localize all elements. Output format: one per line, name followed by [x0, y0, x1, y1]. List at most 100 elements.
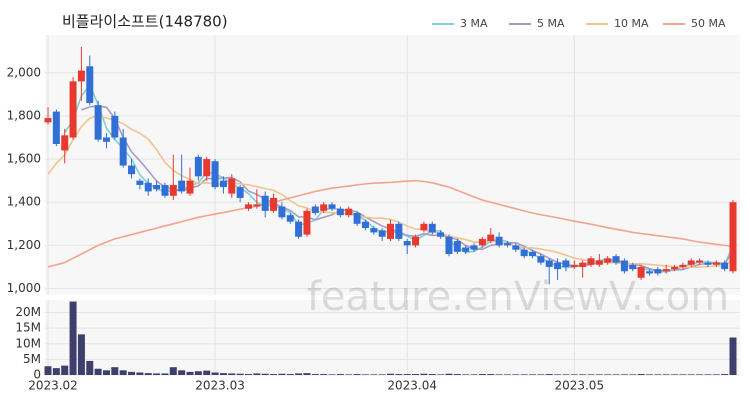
volume-tick-label: 0 — [33, 368, 41, 382]
candle-body — [428, 223, 436, 233]
volume-bar — [169, 367, 177, 375]
volume-bar — [236, 373, 244, 375]
volume-bar — [620, 374, 628, 375]
volume-bar — [136, 372, 144, 375]
candle-body — [729, 202, 737, 272]
volume-bar — [529, 374, 537, 375]
candle-body — [445, 236, 453, 255]
candle-body — [261, 195, 269, 211]
volume-bar — [119, 370, 127, 375]
candle-body — [495, 236, 503, 246]
candle-body — [86, 66, 94, 103]
volume-bar — [412, 374, 420, 375]
volume-bar — [654, 374, 662, 375]
candle-body — [654, 269, 662, 274]
candle-body — [554, 262, 562, 270]
candle-body — [153, 184, 161, 190]
volume-bar — [721, 374, 729, 375]
volume-bar — [228, 373, 236, 375]
candle-body — [102, 137, 110, 142]
price-panel — [45, 35, 740, 295]
candle-body — [453, 241, 461, 252]
candle-body — [370, 228, 378, 233]
legend: 3 MA 5 MA 10 MA 50 MA — [432, 17, 726, 30]
candle-body — [671, 266, 679, 270]
candle-body — [545, 260, 553, 267]
volume-bar — [729, 337, 737, 375]
marks — [44, 46, 737, 375]
volume-bar — [286, 374, 294, 375]
candle-body — [44, 118, 52, 123]
candle-body — [161, 184, 169, 196]
legend-label: 5 MA — [537, 17, 565, 30]
candle-body — [570, 264, 578, 267]
candle-body — [69, 81, 77, 138]
volume-bar — [520, 374, 528, 375]
candle-body — [696, 260, 704, 263]
candle-body — [529, 251, 537, 257]
candle-body — [604, 258, 612, 263]
volume-bar — [554, 374, 562, 375]
candle-body — [270, 197, 278, 211]
candle-body — [345, 208, 353, 216]
volume-bar — [353, 374, 361, 375]
candle-body — [612, 256, 620, 263]
candle-body — [353, 213, 361, 224]
candle-body — [77, 70, 85, 82]
x-tick-label: 2023.04 — [387, 379, 437, 393]
candle-body — [503, 243, 511, 246]
candle-body — [136, 180, 144, 185]
candle-body — [412, 236, 420, 246]
candle-body — [328, 204, 336, 209]
candle-body — [219, 180, 227, 188]
volume-bar — [612, 374, 620, 375]
volume-bar — [203, 370, 211, 375]
volume-bar — [44, 366, 52, 375]
candle-body — [595, 260, 603, 265]
candle-body — [395, 223, 403, 239]
volume-bar — [69, 301, 77, 375]
volume-bar — [579, 374, 587, 375]
legend-label: 50 MA — [691, 17, 726, 30]
ma-line — [47, 179, 734, 268]
candle-body — [587, 258, 595, 265]
y-tick-label: 2,000 — [7, 65, 41, 79]
volume-bar — [445, 373, 453, 375]
candle-body — [119, 137, 127, 166]
volume-bar — [144, 373, 152, 375]
volume-bar — [387, 373, 394, 375]
volume-bar — [495, 374, 503, 375]
volume-bar — [61, 365, 69, 375]
candle-body — [403, 241, 411, 246]
candle-body — [178, 180, 186, 192]
volume-bar — [194, 371, 202, 375]
candle-body — [679, 264, 687, 267]
candle-body — [520, 249, 528, 257]
volume-bar — [102, 370, 110, 375]
volume-bar — [587, 374, 595, 375]
candle-body — [478, 238, 486, 246]
volume-bar — [462, 374, 470, 375]
x-tick-label: 2023.03 — [195, 379, 245, 393]
volume-bar — [111, 367, 119, 375]
candle-body — [169, 184, 177, 196]
volume-tick-label: 20M — [15, 305, 41, 319]
candle-body — [244, 204, 252, 209]
candle-body — [320, 204, 328, 211]
candle-body — [378, 230, 386, 237]
candle-body — [361, 221, 369, 229]
candle-body — [236, 187, 244, 198]
candle-body — [437, 232, 445, 237]
volume-bar — [645, 374, 653, 375]
candle-body — [462, 247, 470, 252]
volume-bar — [244, 374, 252, 375]
volume-bar — [86, 360, 94, 375]
volume-bar — [303, 373, 311, 375]
watermark: feature.enViewV.com — [307, 274, 729, 320]
volume-bar — [428, 374, 436, 375]
volume-bar — [487, 374, 495, 375]
candle-body — [620, 260, 628, 272]
volume-tick-label: 15M — [15, 321, 41, 335]
volume-bar — [77, 334, 85, 375]
volume-bar — [595, 374, 603, 375]
